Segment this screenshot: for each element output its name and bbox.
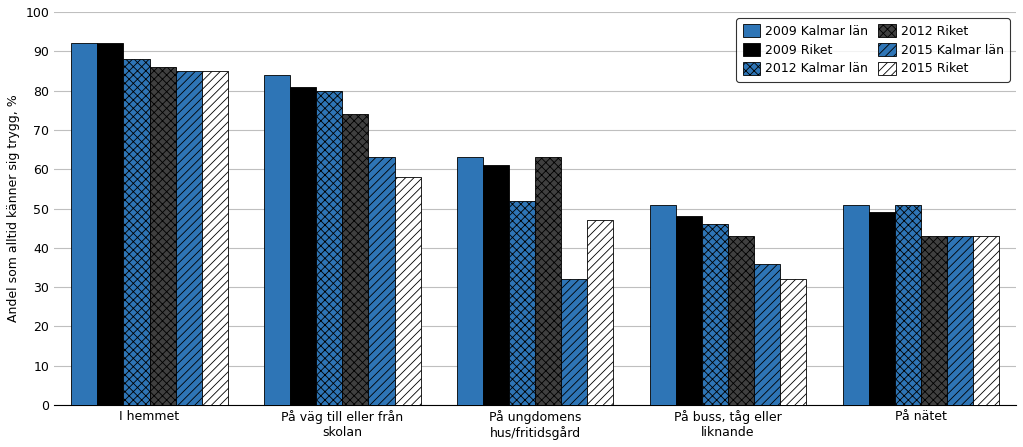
Bar bbox=[587, 220, 614, 405]
Bar bbox=[702, 224, 728, 405]
Bar bbox=[202, 71, 228, 405]
Bar bbox=[562, 279, 587, 405]
Bar bbox=[509, 201, 535, 405]
Bar bbox=[72, 43, 97, 405]
Bar bbox=[676, 216, 702, 405]
Bar bbox=[535, 157, 562, 405]
Bar bbox=[368, 157, 395, 405]
Legend: 2009 Kalmar län, 2009 Riket, 2012 Kalmar län, 2012 Riket, 2015 Kalmar län, 2015 : 2009 Kalmar län, 2009 Riket, 2012 Kalmar… bbox=[737, 18, 1010, 81]
Bar bbox=[921, 236, 947, 405]
Bar bbox=[176, 71, 202, 405]
Bar bbox=[124, 59, 149, 405]
Bar bbox=[973, 236, 999, 405]
Bar bbox=[650, 205, 676, 405]
Bar bbox=[843, 205, 869, 405]
Y-axis label: Andel som alltid känner sig trygg, %: Andel som alltid känner sig trygg, % bbox=[7, 95, 19, 322]
Bar bbox=[483, 165, 509, 405]
Bar bbox=[264, 75, 291, 405]
Bar bbox=[149, 67, 176, 405]
Bar bbox=[947, 236, 973, 405]
Bar bbox=[316, 91, 343, 405]
Bar bbox=[395, 177, 420, 405]
Bar bbox=[291, 87, 316, 405]
Bar bbox=[869, 212, 895, 405]
Bar bbox=[728, 236, 754, 405]
Bar bbox=[343, 114, 368, 405]
Bar bbox=[97, 43, 124, 405]
Bar bbox=[781, 279, 806, 405]
Bar bbox=[457, 157, 483, 405]
Bar bbox=[754, 264, 781, 405]
Bar bbox=[895, 205, 921, 405]
